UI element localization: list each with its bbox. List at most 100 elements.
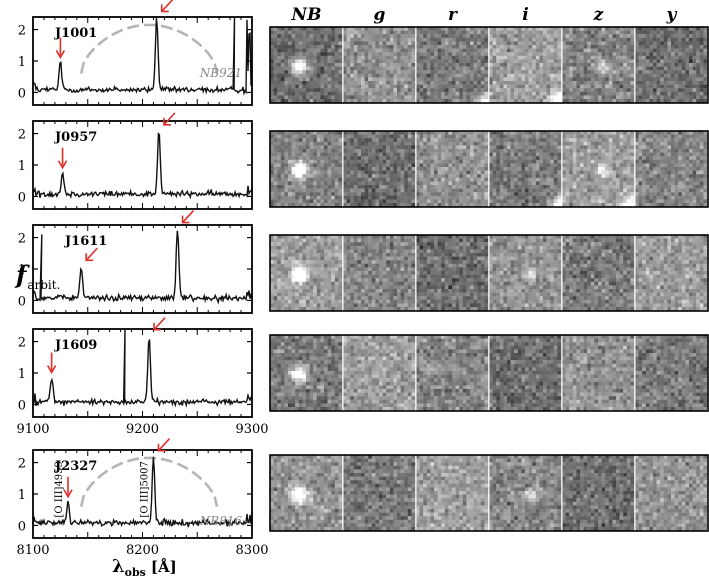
pixel — [565, 66, 570, 71]
filter-name-label: NB921 — [199, 66, 242, 80]
pixel — [569, 30, 573, 35]
pixel — [364, 45, 369, 49]
pixel — [375, 91, 380, 96]
pixel — [703, 63, 708, 67]
pixel — [576, 192, 581, 196]
pixel — [521, 131, 526, 135]
pixel — [619, 70, 624, 74]
pixel — [389, 131, 394, 135]
pixel — [638, 48, 643, 53]
pixel — [291, 156, 296, 160]
pixel — [361, 55, 365, 60]
pixel — [623, 34, 627, 38]
pixel — [660, 134, 664, 139]
pixel — [656, 63, 661, 67]
pixel — [466, 156, 471, 160]
pixel — [419, 95, 424, 100]
pixel — [270, 138, 274, 142]
pixel — [309, 99, 314, 103]
pixel — [510, 141, 515, 146]
pixel — [616, 59, 620, 64]
pixel — [587, 37, 591, 42]
pixel — [324, 163, 328, 168]
pixel — [656, 134, 661, 139]
pixel — [426, 59, 431, 64]
pixel — [660, 30, 664, 35]
pixel — [630, 99, 635, 103]
pixel — [470, 156, 474, 160]
pixel — [543, 188, 547, 193]
pixel — [496, 63, 500, 67]
pixel — [389, 30, 394, 35]
pixel — [284, 63, 289, 67]
pixel — [411, 192, 416, 196]
pixel — [642, 48, 646, 53]
pixel — [331, 27, 335, 31]
pixel — [598, 195, 602, 200]
pixel — [295, 84, 299, 89]
pixel — [313, 27, 317, 31]
pixel — [484, 73, 489, 78]
pixel — [437, 37, 442, 42]
pixel — [452, 55, 456, 60]
pixel — [437, 138, 442, 142]
pixel — [273, 141, 278, 146]
pixel — [357, 203, 362, 207]
pixel — [653, 84, 657, 89]
pixel — [288, 188, 292, 193]
pixel — [419, 70, 424, 74]
pixel — [473, 59, 478, 64]
pixel — [489, 195, 493, 200]
pixel — [601, 145, 606, 150]
pixel — [660, 131, 664, 135]
pixel — [416, 167, 420, 171]
pixel — [685, 37, 690, 42]
pixel — [280, 152, 285, 157]
pixel — [353, 156, 358, 160]
pixel — [703, 70, 708, 74]
pixel — [407, 30, 412, 35]
pixel — [645, 66, 650, 71]
pixel — [612, 34, 617, 38]
pixel — [583, 52, 588, 56]
pixel — [580, 48, 584, 53]
pixel — [496, 88, 500, 92]
pixel — [386, 41, 390, 46]
band-header-z: z — [593, 5, 604, 25]
pixel — [514, 77, 518, 82]
pixel — [327, 138, 332, 142]
pixel — [277, 152, 281, 157]
pixel — [569, 203, 573, 207]
pixel — [562, 199, 566, 204]
pixel — [678, 134, 682, 139]
pixel — [532, 152, 536, 157]
pixel — [580, 27, 584, 31]
pixel — [565, 70, 570, 74]
pixel — [288, 45, 292, 49]
pixel — [642, 52, 646, 56]
pixel — [343, 134, 347, 139]
pixel — [623, 199, 627, 204]
pixel — [489, 149, 493, 153]
pixel — [434, 167, 438, 171]
pixel — [499, 70, 504, 74]
pixel — [353, 185, 358, 189]
pixel — [612, 199, 617, 204]
pixel — [270, 91, 274, 96]
pixel — [484, 95, 489, 100]
pixel — [407, 63, 412, 67]
pixel — [393, 37, 398, 42]
pixel — [382, 63, 387, 67]
pixel — [674, 73, 679, 78]
pixel — [681, 55, 686, 60]
pixel — [514, 55, 518, 60]
pixel — [528, 167, 533, 171]
pixel — [645, 70, 650, 74]
pixel — [448, 174, 453, 178]
pixel — [346, 34, 351, 38]
pixel — [489, 174, 493, 178]
pixel — [569, 181, 573, 186]
pixel — [532, 34, 536, 38]
pixel — [338, 84, 343, 89]
pixel — [291, 81, 296, 85]
